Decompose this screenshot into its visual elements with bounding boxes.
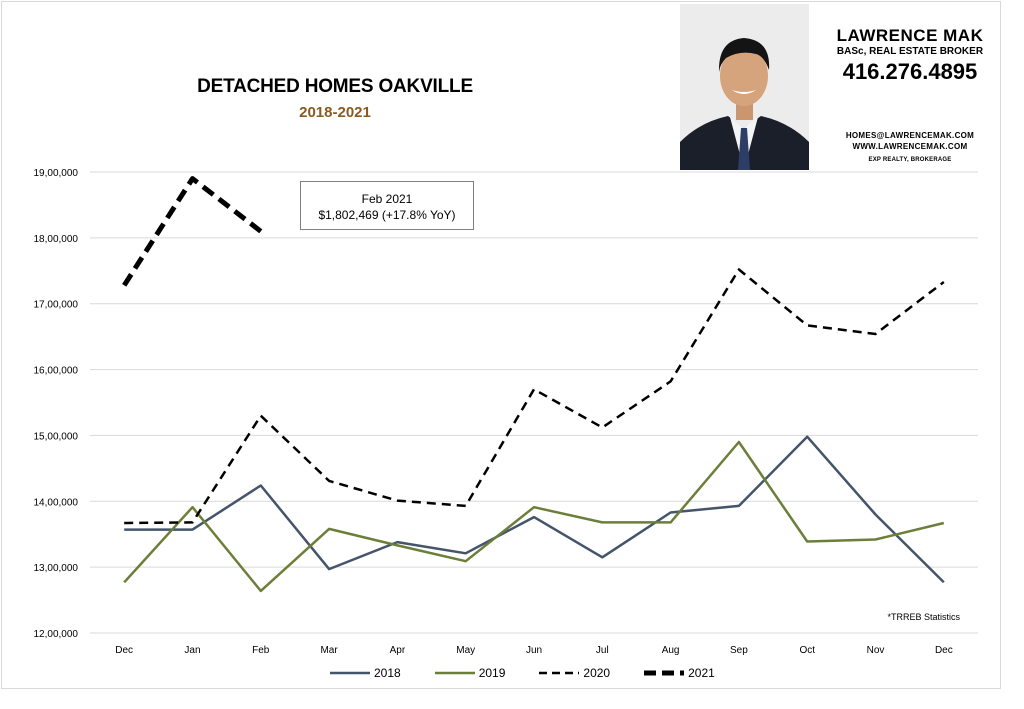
x-tick-label: Dec bbox=[115, 645, 133, 656]
series-line-2020 bbox=[124, 268, 945, 525]
legend-swatch-2020 bbox=[539, 671, 580, 675]
x-tick-label: Nov bbox=[867, 645, 885, 656]
y-tick-label: 17,00,000 bbox=[34, 300, 79, 311]
legend-label-2019: 2019 bbox=[478, 666, 506, 680]
agent-credentials: BASc, REAL ESTATE BROKER bbox=[836, 46, 984, 57]
legend-label-2021: 2021 bbox=[688, 666, 715, 680]
y-axis-tick-labels: 12,00,000 13,00,000 14,00,000 15,00,000 16,0… bbox=[34, 168, 79, 640]
x-tick-label: Jun bbox=[526, 645, 542, 656]
legend-swatch-2018 bbox=[330, 671, 370, 675]
x-tick-label: Jul bbox=[596, 645, 609, 656]
agent-website[interactable]: WWW.LAWRENCEMAK.COM bbox=[852, 142, 968, 151]
callout-period: Feb 2021 bbox=[361, 192, 413, 206]
x-tick-label: Aug bbox=[662, 645, 680, 656]
y-tick-label: 16,00,000 bbox=[34, 366, 79, 377]
annotation-callout: Feb 2021 $1,802,469 (+17.8% YoY) bbox=[300, 181, 474, 230]
legend-item-2019: 2019 bbox=[434, 666, 506, 680]
series-line-2021 bbox=[122, 176, 263, 287]
chart-subtitle: 2018-2021 bbox=[299, 104, 371, 121]
agent-phone[interactable]: 416.276.4895 bbox=[842, 59, 978, 84]
agent-brokerage: EXP REALTY, BROKERAGE bbox=[868, 157, 952, 163]
chart-legend: 2018 2019 2020 2021 bbox=[330, 663, 749, 683]
legend-item-2021: 2021 bbox=[644, 666, 715, 680]
agent-email[interactable]: HOMES@LAWRENCEMAK.COM bbox=[845, 131, 975, 140]
y-tick-label: 13,00,000 bbox=[34, 563, 79, 574]
chart-title: DETACHED HOMES OAKVILLE bbox=[197, 76, 473, 97]
y-tick-label: 12,00,000 bbox=[34, 629, 79, 640]
y-tick-label: 18,00,000 bbox=[34, 234, 79, 245]
chart-frame bbox=[1, 1, 1001, 689]
series-line-2018 bbox=[124, 435, 945, 584]
y-tick-label: 14,00,000 bbox=[34, 497, 79, 508]
y-tick-label: 19,00,000 bbox=[34, 168, 79, 179]
x-tick-label: Feb bbox=[252, 645, 270, 656]
x-tick-label: Jan bbox=[184, 645, 200, 656]
x-tick-label: Sep bbox=[730, 645, 748, 656]
legend-label-2020: 2020 bbox=[583, 666, 611, 680]
series-lines bbox=[122, 176, 945, 593]
legend-item-2018: 2018 bbox=[330, 666, 401, 680]
legend-swatch-2021 bbox=[644, 670, 685, 676]
agent-name: LAWRENCE MAK bbox=[836, 26, 984, 45]
agent-photo bbox=[680, 4, 809, 170]
legend-item-2020: 2020 bbox=[539, 666, 610, 680]
x-tick-label: Oct bbox=[799, 645, 815, 656]
x-tick-label: Dec bbox=[935, 645, 953, 656]
y-tick-label: 15,00,000 bbox=[34, 431, 79, 442]
legend-label-2018: 2018 bbox=[374, 666, 401, 680]
x-axis-tick-labels: Dec Jan Feb Mar Apr May Jun Jul Aug Sep Oct Nov Dec bbox=[115, 645, 952, 656]
source-note: *TRREB Statistics bbox=[887, 612, 960, 622]
x-tick-label: Mar bbox=[320, 645, 338, 656]
x-tick-label: Apr bbox=[390, 645, 406, 656]
callout-value: $1,802,469 (+17.8% YoY) bbox=[318, 208, 456, 222]
grid-lines bbox=[90, 171, 978, 634]
x-tick-label: May bbox=[456, 645, 475, 656]
legend-swatch-2019 bbox=[434, 671, 475, 675]
